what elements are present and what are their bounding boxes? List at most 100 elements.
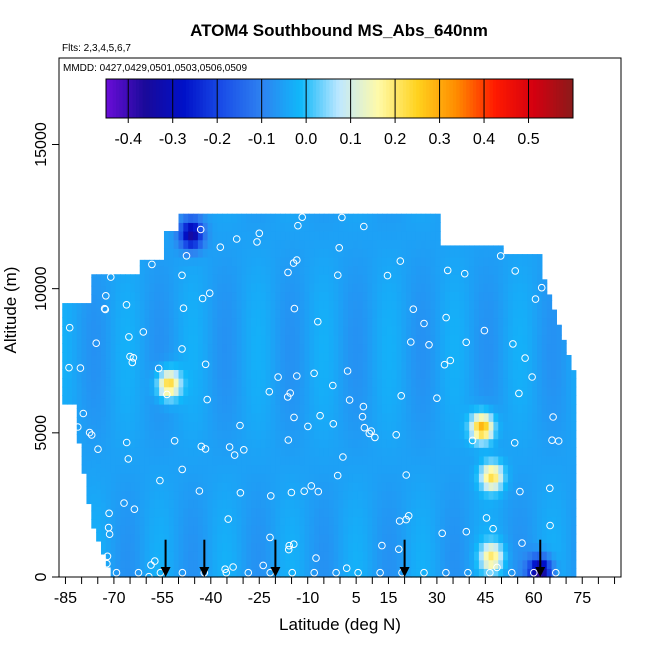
heatmap-cell	[401, 248, 407, 258]
heatmap-cell	[527, 300, 533, 310]
heatmap-cell	[285, 455, 291, 466]
heatmap-cell	[381, 282, 388, 293]
heatmap-cell	[357, 438, 364, 448]
heatmap-cell	[241, 516, 247, 526]
heatmap-cell	[168, 499, 175, 509]
heatmap-cell	[304, 231, 310, 241]
colorbar-segment	[462, 79, 467, 118]
heatmap-cell	[507, 274, 514, 284]
heatmap-cell	[367, 352, 373, 362]
heatmap-cell	[299, 533, 306, 543]
heatmap-cell	[241, 499, 247, 509]
heatmap-cell	[304, 395, 310, 405]
heatmap-cell	[377, 248, 383, 258]
heatmap-cell	[154, 386, 160, 396]
heatmap-cell	[231, 222, 238, 232]
heatmap-cell	[314, 447, 320, 457]
heatmap-cell	[168, 542, 175, 552]
heatmap-cell	[323, 378, 330, 388]
heatmap-cell	[231, 499, 238, 509]
heatmap-cell	[125, 525, 131, 535]
heatmap-cell	[319, 499, 325, 509]
heatmap-cell	[556, 360, 562, 370]
heatmap-cell	[493, 334, 499, 345]
heatmap-cell	[411, 568, 417, 578]
heatmap-cell	[386, 265, 393, 275]
heatmap-cell	[188, 542, 194, 552]
heatmap-cell	[299, 291, 306, 301]
heatmap-cell	[459, 421, 465, 431]
heatmap-cell	[440, 395, 446, 405]
heatmap-cell	[231, 404, 238, 414]
heatmap-cell	[149, 404, 155, 414]
heatmap-cell	[517, 438, 524, 448]
colorbar-segment	[319, 79, 324, 118]
heatmap-cell	[372, 481, 378, 492]
heatmap-cell	[386, 516, 393, 526]
heatmap-cell	[425, 421, 432, 431]
heatmap-cell	[503, 254, 509, 258]
heatmap-cell	[343, 291, 349, 301]
heatmap-cell	[130, 291, 136, 301]
heatmap-cell	[256, 360, 262, 370]
heatmap-cell	[280, 395, 286, 405]
heatmap-cell	[343, 507, 349, 518]
heatmap-cell	[236, 421, 243, 431]
heatmap-cell	[338, 499, 344, 509]
heatmap-cell	[357, 412, 364, 422]
heatmap-cell	[352, 300, 359, 310]
heatmap-cell	[430, 551, 436, 561]
heatmap-cell	[352, 533, 359, 543]
heatmap-cell	[343, 481, 349, 492]
heatmap-cell	[386, 499, 393, 509]
colorbar-tick-label: -0.1	[248, 131, 276, 148]
heatmap-cell	[386, 352, 393, 362]
heatmap-cell	[469, 507, 475, 518]
heatmap-cell	[197, 239, 204, 249]
heatmap-cell	[91, 441, 97, 451]
heatmap-cell	[440, 516, 446, 526]
heatmap-cell	[217, 274, 223, 284]
heatmap-cell	[81, 326, 88, 336]
heatmap-cell	[130, 308, 136, 319]
heatmap-cell	[333, 507, 339, 518]
heatmap-cell	[110, 473, 117, 483]
heatmap-cell	[435, 248, 441, 258]
heatmap-cell	[503, 265, 509, 275]
heatmap-cell	[81, 308, 88, 319]
heatmap-cell	[188, 429, 194, 440]
heatmap-cell	[149, 334, 155, 345]
heatmap-cell	[202, 551, 209, 561]
heatmap-cell	[323, 533, 330, 543]
heatmap-cell	[168, 360, 175, 370]
heatmap-cell	[440, 274, 446, 284]
heatmap-cell	[289, 559, 296, 569]
heatmap-cell	[139, 421, 146, 431]
heatmap-cell	[251, 291, 257, 301]
heatmap-cell	[546, 473, 553, 483]
heatmap-cell	[381, 421, 388, 431]
heatmap-cell	[541, 473, 548, 483]
heatmap-cell	[440, 343, 446, 353]
heatmap-cell	[507, 352, 514, 362]
heatmap-cell	[372, 308, 378, 319]
heatmap-cell	[193, 308, 199, 319]
heatmap-cell	[256, 308, 262, 319]
heatmap-cell	[226, 447, 233, 457]
heatmap-cell	[125, 274, 131, 284]
heatmap-cell	[357, 360, 364, 370]
heatmap-cell	[309, 421, 315, 431]
heatmap-cell	[541, 317, 548, 327]
heatmap-cell	[401, 499, 407, 509]
heatmap-cell	[144, 542, 151, 552]
heatmap-cell	[503, 256, 509, 267]
heatmap-cell	[120, 481, 126, 492]
heatmap-cell	[561, 568, 567, 578]
heatmap-cell	[309, 447, 315, 457]
heatmap-cell	[333, 231, 339, 241]
heatmap-cell	[241, 352, 247, 362]
heatmap-cell	[348, 239, 354, 249]
heatmap-cell	[561, 473, 567, 483]
heatmap-cell	[556, 447, 562, 457]
heatmap-cell	[120, 352, 126, 362]
